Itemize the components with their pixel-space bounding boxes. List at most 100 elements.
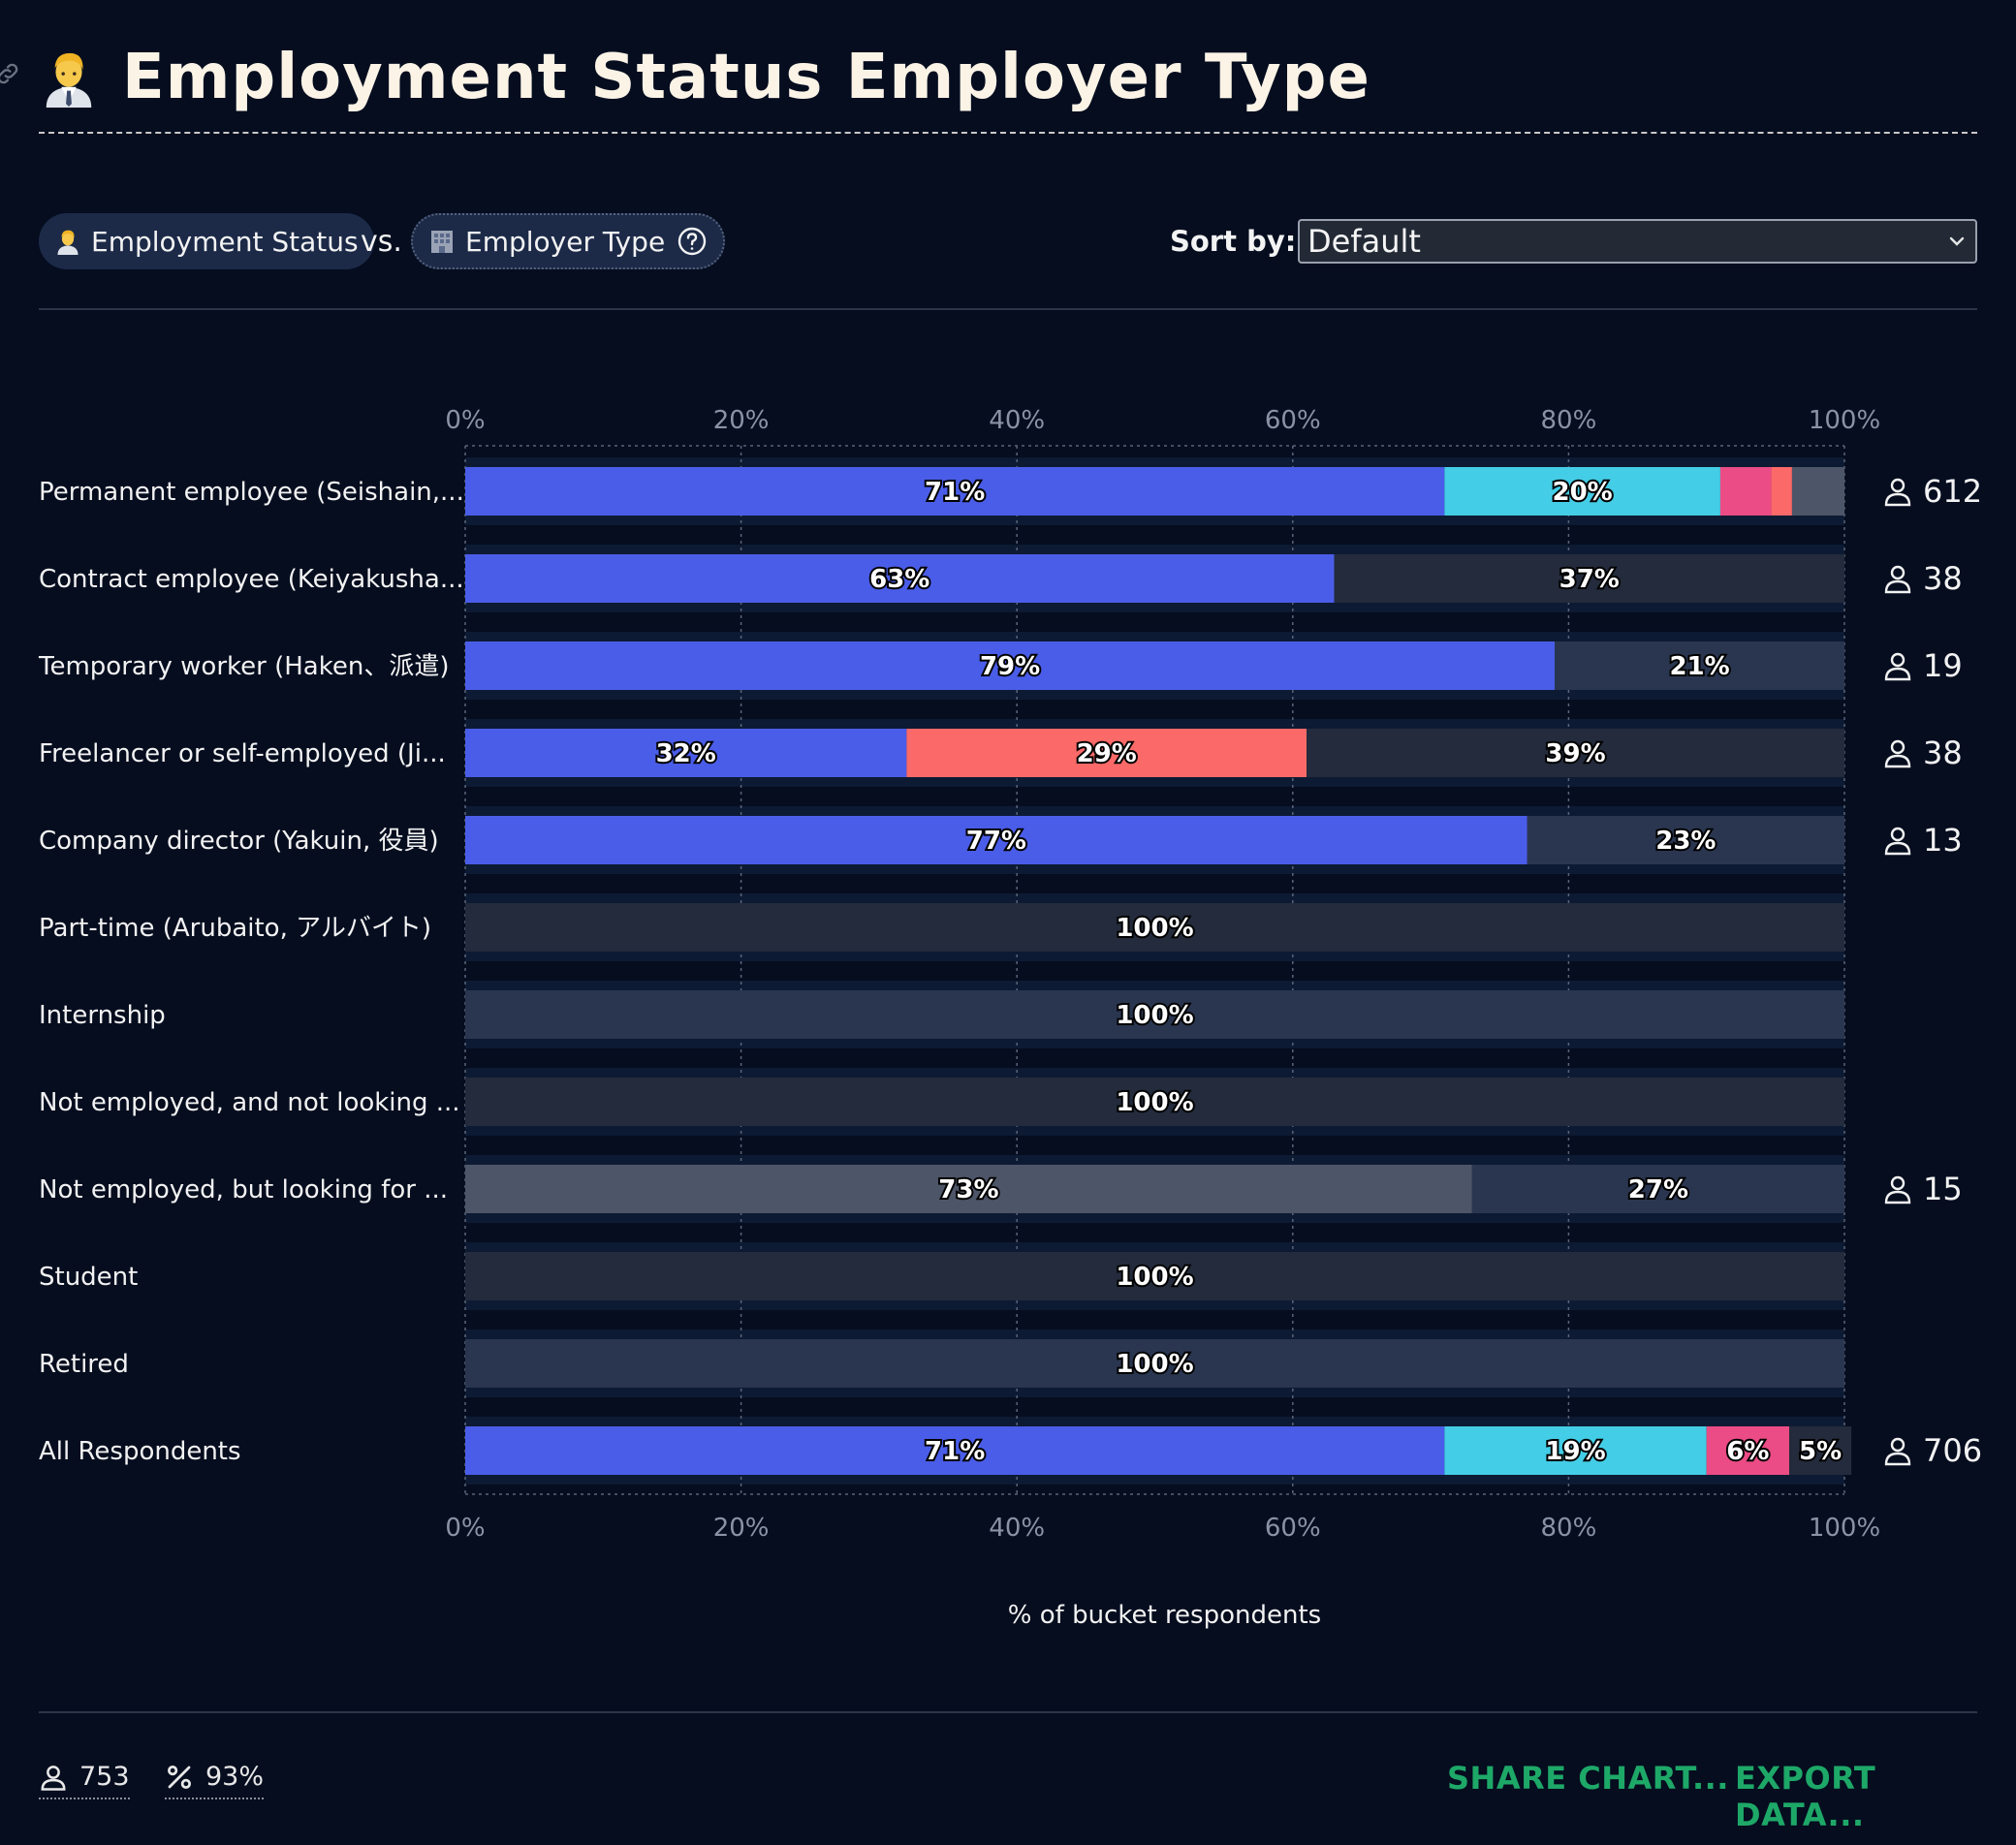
x-tick-label-bottom: 20% [713, 1514, 770, 1543]
x-tick-label-top: 80% [1541, 406, 1597, 435]
bar-segment [1471, 1165, 1844, 1213]
respondent-count: 612 [1923, 473, 1982, 510]
category-label: All Respondents [39, 1437, 241, 1466]
category-label: Temporary worker (Haken、派遣) [38, 652, 449, 681]
x-tick-label-top: 100% [1809, 406, 1880, 435]
bar-data-label: 73% [938, 1175, 998, 1204]
vs-label: vs. [361, 225, 402, 259]
page-header: Employment Status Employer Type [39, 37, 1370, 118]
category-label: Company director (Yakuin, 役員) [39, 827, 439, 856]
bar-data-label: 100% [1116, 914, 1193, 943]
page-title: Employment Status Employer Type [122, 42, 1370, 113]
bar-data-label: 29% [1077, 739, 1137, 768]
x-tick-label-top: 40% [989, 406, 1045, 435]
person-icon [1884, 739, 1911, 768]
bar-segment [465, 1426, 1445, 1475]
bar-segment [906, 729, 1307, 777]
bar-data-label: 27% [1628, 1175, 1688, 1204]
bar-segment [1719, 467, 1772, 516]
bar-data-label: 37% [1559, 565, 1620, 594]
stacked-bar-chart: 0% 0% 20% 20% 40% 40% 60% 60% 80% 80% 100% 100% Perm… [38, 406, 1982, 1630]
sort-label: Sort by: [1170, 225, 1297, 258]
person-icon [1884, 1437, 1911, 1466]
bar-segment [465, 1339, 1844, 1388]
bar-segment [1334, 554, 1844, 603]
x-axis-title: % of bucket respondents [1008, 1601, 1321, 1630]
bar-data-label: 100% [1116, 1001, 1193, 1030]
question1-label: Employment Status [91, 225, 359, 258]
person-icon [1884, 827, 1911, 856]
category-label: Freelancer or self-employed (Ji... [39, 739, 446, 768]
bar-segment [1771, 467, 1792, 516]
question-controls: Employment Status vs. Employer Type Sort… [39, 213, 1977, 271]
share-chart-button[interactable]: SHARE CHART... [1447, 1760, 1729, 1797]
respondent-count: 13 [1923, 822, 1963, 859]
question-pill-employment-status[interactable]: Employment Status [39, 213, 374, 269]
x-tick-label-bottom: 60% [1265, 1514, 1321, 1543]
bar-data-label: 6% [1726, 1437, 1769, 1466]
bar-data-label: 79% [980, 652, 1040, 681]
category-label: Student [39, 1263, 138, 1292]
response-percent-stat[interactable]: 93% [165, 1762, 265, 1799]
bar-segment [1444, 1426, 1707, 1475]
controls-divider [39, 308, 1977, 310]
respondent-count: 38 [1923, 735, 1963, 771]
bar-data-label: 21% [1669, 652, 1729, 681]
bar-segment [465, 1078, 1844, 1126]
bar-segment [465, 990, 1844, 1039]
bar-data-label: 71% [925, 1437, 985, 1466]
respondent-count: 706 [1923, 1432, 1982, 1469]
title-divider [39, 132, 1977, 134]
bar-data-label: 23% [1655, 827, 1716, 856]
link-icon[interactable] [0, 60, 21, 87]
bar-segment [465, 816, 1528, 864]
export-data-button[interactable]: EXPORT DATA... [1735, 1760, 1876, 1833]
bar-segment [465, 641, 1556, 690]
bar-data-label: 100% [1116, 1088, 1193, 1117]
bar-data-label: 20% [1553, 478, 1613, 507]
x-tick-label-bottom: 100% [1809, 1514, 1880, 1543]
bar-segment [465, 1165, 1472, 1213]
x-tick-label-bottom: 40% [989, 1514, 1045, 1543]
office-building-emoji-icon [431, 231, 453, 253]
bar-segment [465, 554, 1335, 603]
sort-select[interactable]: Default [1298, 219, 1977, 264]
person-icon [41, 1765, 66, 1791]
chevron-down-icon [1949, 236, 1965, 246]
office-worker-emoji-icon [46, 52, 92, 108]
person-icon [1884, 1175, 1911, 1204]
footer-divider [39, 1711, 1977, 1713]
x-tick-label-bottom: 0% [445, 1514, 485, 1543]
bar-data-label: 5% [1799, 1437, 1842, 1466]
bar-data-label: 100% [1116, 1350, 1193, 1379]
respondent-count: 15 [1923, 1171, 1963, 1207]
question-pill-employer-type[interactable]: Employer Type [411, 213, 726, 269]
x-tick-label-top: 60% [1265, 406, 1321, 435]
person-icon [1884, 652, 1911, 681]
bar-segment [1307, 729, 1844, 777]
bar-data-label: 32% [656, 739, 716, 768]
x-tick-label-bottom: 80% [1541, 1514, 1597, 1543]
bar-data-label: 100% [1116, 1263, 1193, 1292]
respondent-count: 38 [1923, 560, 1963, 597]
office-worker-emoji-icon [57, 230, 79, 255]
bar-segment [465, 729, 907, 777]
bar-data-label: 71% [925, 478, 985, 507]
chart-area: 0% 0% 20% 20% 40% 40% 60% 60% 80% 80% 100% 100% Perm… [0, 388, 2016, 1647]
bar-data-label: 63% [869, 565, 929, 594]
person-icon [1884, 565, 1911, 594]
bar-segment [1555, 641, 1844, 690]
category-label: Not employed, but looking for ... [39, 1175, 448, 1204]
total-respondents-stat[interactable]: 753 [39, 1762, 130, 1799]
help-circle-icon[interactable] [677, 226, 708, 257]
x-tick-label-top: 20% [713, 406, 770, 435]
x-tick-label-top: 0% [445, 406, 485, 435]
sort-select-value: Default [1307, 223, 1421, 260]
category-label: Internship [39, 1001, 166, 1030]
category-label: Permanent employee (Seishain,... [39, 478, 464, 507]
bar-data-label: 39% [1545, 739, 1605, 768]
bar-segment [1444, 467, 1720, 516]
bar-segment [1527, 816, 1844, 864]
total-respondents-value: 753 [79, 1762, 130, 1792]
category-label: Not employed, and not looking ... [39, 1088, 460, 1117]
